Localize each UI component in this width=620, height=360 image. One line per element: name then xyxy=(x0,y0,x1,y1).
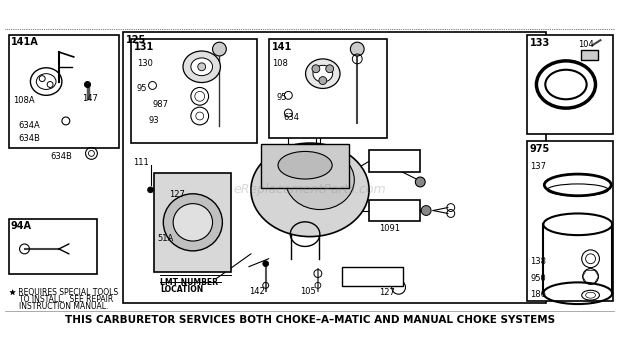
Bar xyxy=(369,150,420,172)
Text: 141: 141 xyxy=(272,42,292,52)
Text: 634: 634 xyxy=(283,113,299,122)
Text: 127: 127 xyxy=(379,288,395,297)
Bar xyxy=(526,141,613,301)
Text: 130: 130 xyxy=(137,59,153,68)
Text: ★ REQUIRES SPECIAL TOOLS: ★ REQUIRES SPECIAL TOOLS xyxy=(9,288,118,297)
Ellipse shape xyxy=(545,70,587,99)
Circle shape xyxy=(421,206,431,215)
Text: 95: 95 xyxy=(137,84,147,93)
Text: 138: 138 xyxy=(531,257,546,266)
Text: 142: 142 xyxy=(249,287,265,296)
Ellipse shape xyxy=(313,65,333,82)
Text: 634B: 634B xyxy=(19,134,40,143)
Text: 186: 186 xyxy=(531,290,546,299)
Text: 108A: 108A xyxy=(12,96,34,105)
Ellipse shape xyxy=(173,204,213,241)
Text: eReplacementParts.com: eReplacementParts.com xyxy=(234,183,386,196)
Text: LMT NUMBER: LMT NUMBER xyxy=(161,278,218,287)
Text: TO INSTALL.  SEE REPAIR: TO INSTALL. SEE REPAIR xyxy=(19,295,113,304)
Circle shape xyxy=(213,42,226,56)
Bar xyxy=(268,39,387,138)
Text: 93: 93 xyxy=(149,116,159,125)
Bar xyxy=(9,35,119,148)
Text: 133: 133 xyxy=(529,38,550,48)
Bar xyxy=(131,39,257,143)
Bar xyxy=(369,200,420,221)
Text: 975: 975 xyxy=(529,144,550,154)
Bar xyxy=(123,32,546,303)
Text: 95: 95 xyxy=(277,93,287,102)
Ellipse shape xyxy=(306,59,340,89)
Text: 108: 108 xyxy=(273,59,288,68)
Text: 131: 131 xyxy=(134,42,154,52)
Text: 634A: 634A xyxy=(19,121,40,130)
Circle shape xyxy=(319,77,327,85)
Ellipse shape xyxy=(191,58,213,76)
Circle shape xyxy=(84,82,91,87)
Ellipse shape xyxy=(183,51,221,82)
Text: 137: 137 xyxy=(531,162,546,171)
Text: 141A: 141A xyxy=(11,37,38,47)
Circle shape xyxy=(148,187,154,193)
Text: LOCATION: LOCATION xyxy=(161,285,203,294)
Text: INSTRUCTION MANUAL.: INSTRUCTION MANUAL. xyxy=(19,302,108,311)
Ellipse shape xyxy=(278,152,332,179)
Text: 104: 104 xyxy=(578,40,593,49)
Ellipse shape xyxy=(163,194,223,251)
Text: 94A: 94A xyxy=(11,221,32,231)
Bar xyxy=(261,144,350,188)
Circle shape xyxy=(415,177,425,187)
Text: 127: 127 xyxy=(169,190,185,199)
Bar xyxy=(154,173,231,271)
Text: ★: ★ xyxy=(9,288,16,297)
Text: 51A: 51A xyxy=(157,234,174,243)
Text: 950: 950 xyxy=(531,274,546,283)
Circle shape xyxy=(326,65,334,73)
Text: 634B: 634B xyxy=(50,152,72,161)
Bar xyxy=(581,50,598,60)
Ellipse shape xyxy=(285,150,354,210)
Text: 98: 98 xyxy=(371,152,384,162)
Text: 111: 111 xyxy=(133,158,149,167)
Bar xyxy=(526,35,613,134)
Bar xyxy=(5,308,615,333)
Circle shape xyxy=(350,42,364,56)
Ellipse shape xyxy=(251,143,369,237)
Text: 105: 105 xyxy=(300,287,316,296)
Bar xyxy=(342,267,402,286)
Text: 94: 94 xyxy=(371,202,384,212)
Text: THIS CARBURETOR SERVICES BOTH CHOKE–A–MATIC AND MANUAL CHOKE SYSTEMS: THIS CARBURETOR SERVICES BOTH CHOKE–A–MA… xyxy=(65,315,555,325)
Circle shape xyxy=(198,63,206,71)
Text: ★106: ★106 xyxy=(343,269,368,278)
Text: 125: 125 xyxy=(126,35,146,45)
Circle shape xyxy=(263,261,268,267)
Text: 147: 147 xyxy=(82,94,97,103)
Circle shape xyxy=(312,65,320,73)
Text: 987: 987 xyxy=(153,100,169,109)
Text: 1091: 1091 xyxy=(379,224,400,233)
Bar xyxy=(9,219,97,274)
